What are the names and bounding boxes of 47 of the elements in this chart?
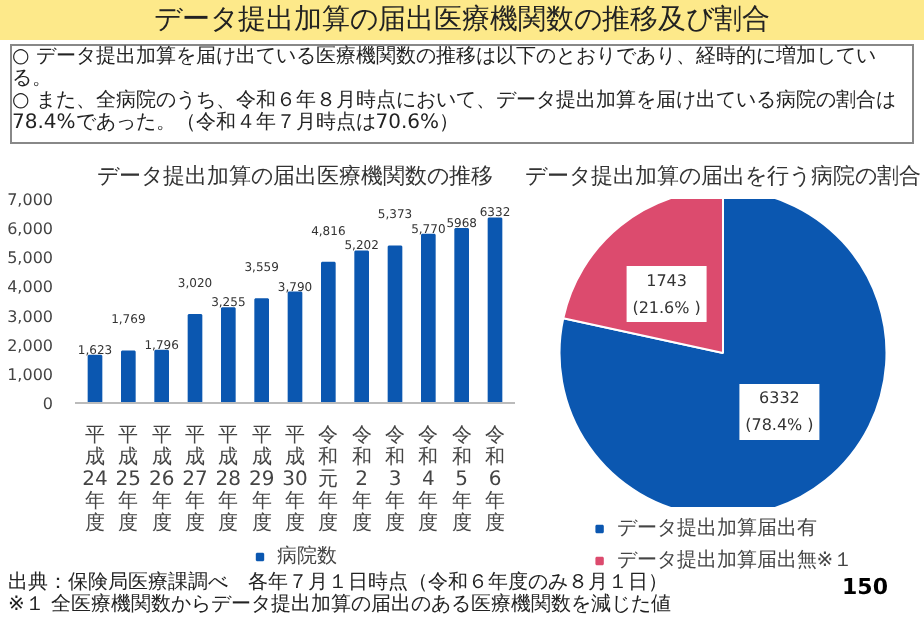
bar bbox=[221, 307, 236, 403]
x-tick-label: 平成30年度 bbox=[282, 425, 308, 535]
x-tick-label: 令和5年度 bbox=[451, 423, 472, 535]
bar bbox=[121, 350, 136, 403]
text: ※１ 全医療機関数からデータ提出加算の届出のある医療機関数を減じた値 bbox=[8, 594, 672, 616]
legend-label: データ提出加算届出有 bbox=[616, 515, 817, 542]
x-tick-label: 平成27年度 bbox=[182, 425, 208, 535]
bar bbox=[354, 250, 369, 403]
text: ○ また、全病院のうち、令和６年８月時点において、データ提出加算を届け出ている病院の割合は78.4%であった。（令和４年７月時点は70.6%） bbox=[12, 90, 896, 134]
chart-title: データ提出加算の届出を行う病院の割合 bbox=[525, 163, 921, 189]
bar bbox=[321, 261, 336, 403]
y-tick-label: 3,000 bbox=[7, 307, 54, 326]
y-tick-label: 7,000 bbox=[7, 191, 54, 209]
bar bbox=[421, 233, 436, 403]
y-tick-label: 5,000 bbox=[7, 249, 54, 268]
legend-label: データ提出加算届出無※１ bbox=[616, 547, 854, 572]
bar bbox=[454, 228, 469, 403]
text: ○ データ提出加算を届け出ている医療機関数の推移は以下のとおりであり、経時的に増加している。 bbox=[12, 46, 876, 90]
x-tick-label: 令和3年度 bbox=[385, 423, 405, 535]
x-tick-label: 平成25年度 bbox=[115, 425, 142, 535]
bar bbox=[287, 291, 303, 403]
x-tick-label: 平成24年度 bbox=[82, 425, 108, 535]
y-tick-label: 2,000 bbox=[7, 336, 54, 355]
x-tick-label: 平成26年度 bbox=[148, 425, 175, 535]
y-tick-label: 1,000 bbox=[7, 365, 54, 384]
bar bbox=[254, 298, 269, 403]
x-tick-label: 令和6年度 bbox=[485, 423, 505, 535]
chart-title: データ提出加算の届出医療機関数の推移 bbox=[97, 163, 493, 189]
data-label: 6332 (78.4% ) bbox=[745, 389, 814, 435]
y-tick-label: 0 bbox=[42, 395, 54, 413]
y-tick-label: 4,000 bbox=[7, 278, 54, 297]
bar bbox=[187, 313, 203, 403]
data-label: 1743 (21.6% ) bbox=[632, 271, 701, 317]
y-tick-label: 6,000 bbox=[7, 220, 54, 239]
x-tick-label: 令和4年度 bbox=[418, 423, 439, 535]
bar bbox=[387, 245, 403, 403]
source-note: 出典：保険局医療課調べ 各年７月１日時点（令和６年度のみ８月１日） bbox=[8, 572, 668, 594]
bar bbox=[87, 354, 103, 403]
x-tick-label: 平成28年度 bbox=[215, 425, 242, 535]
x-tick-label: 令和元年度 bbox=[318, 423, 339, 535]
x-tick-label: 令和2年度 bbox=[351, 423, 372, 535]
x-tick-label: 平成29年度 bbox=[248, 425, 275, 535]
bar bbox=[487, 217, 503, 403]
text: 150 bbox=[842, 572, 888, 604]
legend-label: 病院数 bbox=[277, 543, 337, 570]
text: データ提出加算の届出医療機関数の推移及び割合 bbox=[154, 2, 770, 40]
bar bbox=[154, 349, 169, 403]
